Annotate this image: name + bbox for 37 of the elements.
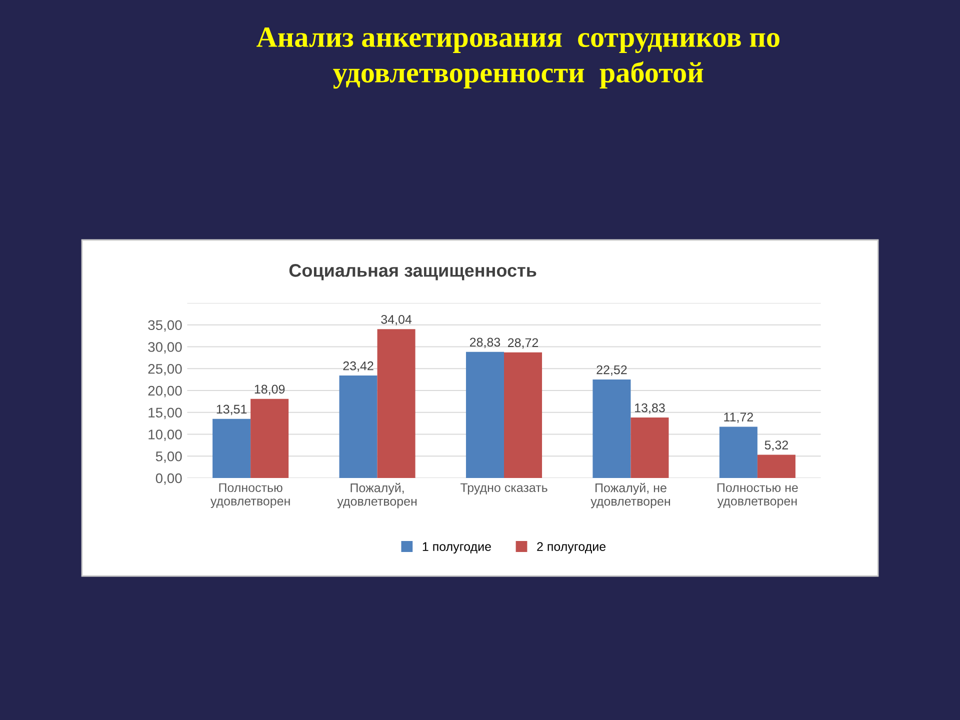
data-label: 13,51 xyxy=(216,404,247,416)
data-label: 23,42 xyxy=(343,361,374,372)
y-tick-label: 0,00 xyxy=(156,473,182,485)
chart-title: Анализ анкетирования сотрудников по удовлетворенности работой xyxy=(256,28,780,89)
y-tick-label: 30,00 xyxy=(148,342,182,354)
y-tick-label: 20,00 xyxy=(148,386,182,398)
chart-subtitle: Социальная защищенность xyxy=(289,264,536,280)
bar xyxy=(377,329,416,478)
data-label: 13,83 xyxy=(635,403,665,414)
bar xyxy=(212,418,251,478)
legend-label: 1 полугодие xyxy=(422,542,491,554)
bar xyxy=(250,398,289,478)
data-label: 11,72 xyxy=(724,412,753,423)
legend-label: 2 полугодие xyxy=(537,542,606,554)
data-label: 18,09 xyxy=(254,384,285,396)
bar xyxy=(757,454,796,478)
x-tick-label: Полностью не удовлетворен xyxy=(717,483,798,508)
y-tick-label: 25,00 xyxy=(148,364,182,376)
bar xyxy=(466,352,504,478)
bar xyxy=(504,352,542,478)
y-tick-label: 5,00 xyxy=(156,451,182,463)
data-label: 5,32 xyxy=(764,440,788,451)
data-label: 34,04 xyxy=(381,314,412,326)
y-tick-label: 10,00 xyxy=(148,430,182,442)
data-label: 22,52 xyxy=(596,365,627,376)
y-tick-label: 35,00 xyxy=(148,320,182,332)
data-label: 28,72 xyxy=(508,338,538,349)
x-tick-label: Трудно сказать xyxy=(460,483,548,495)
x-tick-label: Полностью удовлетворен xyxy=(210,483,290,508)
bar xyxy=(630,417,669,478)
y-tick-label: 15,00 xyxy=(148,408,182,420)
bar xyxy=(719,426,758,478)
x-tick-label: Пожалуй, удовлетворен xyxy=(337,482,417,508)
bar xyxy=(592,379,631,478)
bar xyxy=(339,376,378,478)
x-tick-label: Пожалуй, не удовлетворен xyxy=(590,482,670,508)
data-label: 28,83 xyxy=(470,338,500,348)
